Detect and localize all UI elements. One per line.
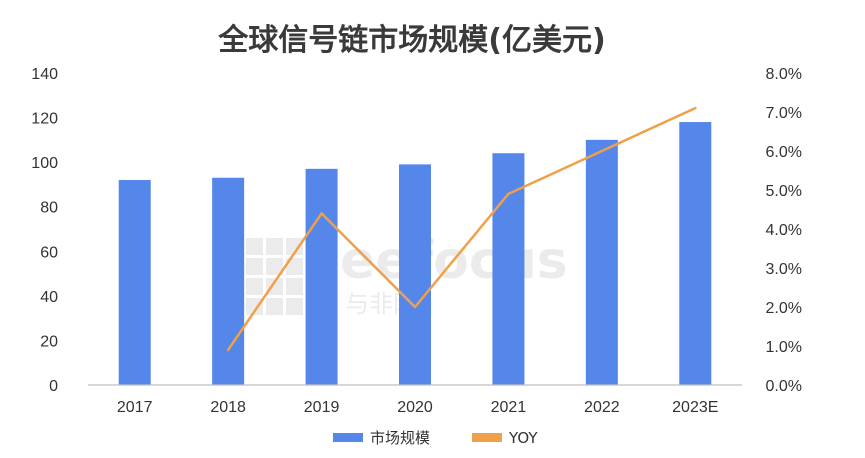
legend-swatch-line — [472, 433, 502, 442]
bar-2020 — [399, 164, 431, 385]
yoy-point — [320, 212, 323, 215]
chart-title: 全球信号链市场规模(亿美元) — [217, 23, 605, 58]
bar-2021 — [492, 153, 525, 385]
y-right-tick-label: 6.0% — [766, 144, 802, 161]
yoy-point — [413, 305, 417, 309]
y-right-tick-label: 4.0% — [766, 222, 802, 239]
x-tick-label: 2021 — [491, 399, 527, 416]
y-left-tick-label: 20 — [40, 333, 58, 350]
yoy-point — [507, 192, 510, 196]
y-right-tick-label: 2.0% — [766, 300, 802, 317]
y-axis-left: 0 20 40 60 80 100 120 140 — [31, 66, 58, 395]
x-tick-label: 2018 — [210, 399, 246, 416]
y-right-tick-label: 8.0% — [766, 66, 802, 83]
yoy-line — [226, 106, 697, 352]
legend-swatch-bar — [333, 433, 363, 442]
bar-series — [118, 122, 712, 386]
y-left-tick-label: 100 — [31, 155, 58, 172]
y-left-tick-label: 60 — [40, 244, 58, 261]
yoy-point — [600, 149, 604, 153]
bar-2019 — [305, 168, 338, 385]
bar-2023E — [679, 122, 712, 386]
x-axis: 2017 2018 2019 2020 2021 2022 2023E — [88, 384, 742, 416]
yoy-point — [694, 106, 697, 110]
y-axis-right: 0.0% 1.0% 2.0% 3.0% 4.0% 5.0% 6.0% 7.0% 8.0% — [766, 66, 802, 395]
bar-2022 — [585, 139, 618, 385]
y-right-tick-label: 1.0% — [766, 339, 802, 356]
legend-label-bar: 市场规模 — [370, 429, 430, 447]
x-tick-label: 2022 — [584, 399, 620, 416]
legend: 市场规模 YOY — [333, 429, 538, 447]
yoy-point — [226, 348, 230, 352]
legend-label-line: YOY — [508, 429, 538, 447]
x-tick-label: 2019 — [304, 399, 340, 416]
x-tick-label: 2020 — [397, 399, 433, 416]
y-left-tick-label: 120 — [31, 111, 58, 128]
x-tick-label: 2023E — [672, 399, 718, 416]
y-right-tick-label: 5.0% — [766, 183, 802, 200]
y-right-tick-label: 3.0% — [766, 261, 802, 278]
y-left-tick-label: 140 — [31, 66, 58, 83]
bar-2018 — [212, 177, 245, 385]
bar-2017 — [118, 179, 151, 385]
y-left-tick-label: 40 — [40, 289, 58, 306]
y-left-tick-label: 80 — [40, 200, 58, 217]
y-right-tick-label: 0.0% — [766, 378, 802, 395]
x-tick-label: 2017 — [117, 399, 153, 416]
line-series — [226, 106, 697, 352]
y-right-tick-label: 7.0% — [766, 105, 802, 122]
y-left-tick-label: 0 — [49, 378, 58, 395]
